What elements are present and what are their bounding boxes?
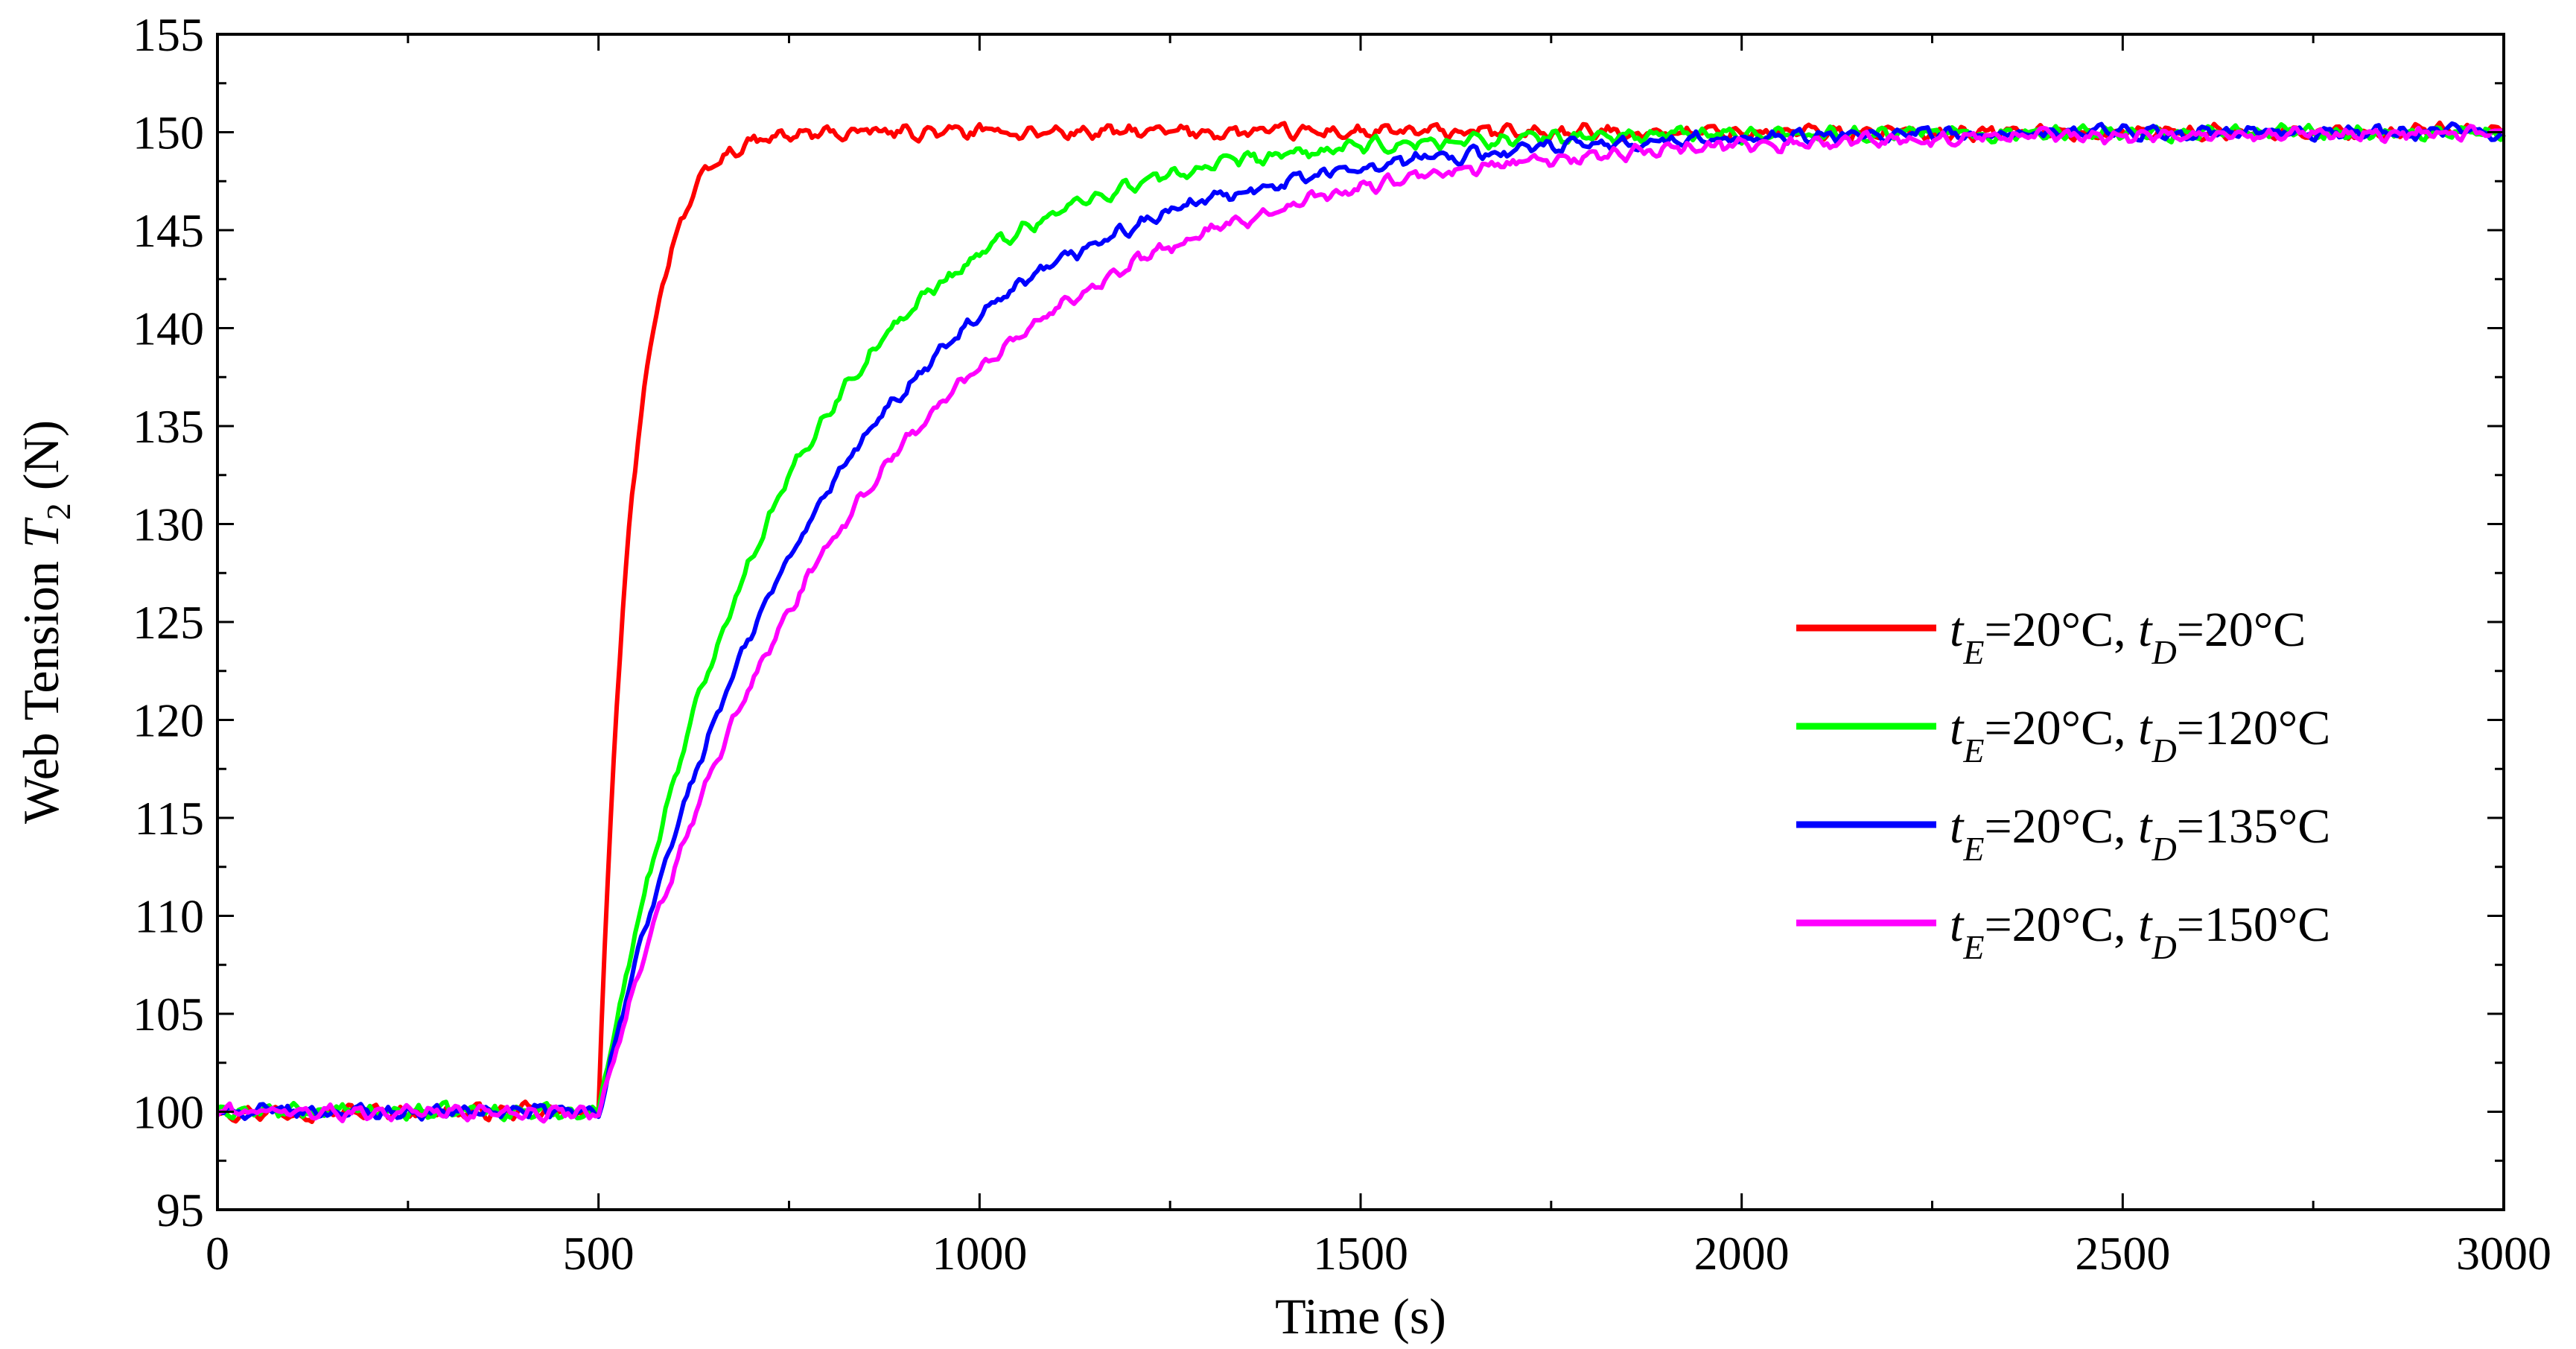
x-axis-title: Time (s) — [1275, 1288, 1446, 1345]
y-tick-label: 100 — [133, 1086, 204, 1139]
y-tick-label: 150 — [133, 107, 204, 159]
series-line-3 — [217, 121, 2505, 1122]
y-tick-label: 95 — [156, 1184, 204, 1237]
tick-labels: 0 500 1000 1500 2000 2500 3000 95 100 105 110 115 12… — [133, 8, 2551, 1280]
y-tick-label: 115 — [134, 792, 204, 845]
x-tick-label: 2500 — [2075, 1227, 2170, 1280]
y-tick-label: 110 — [134, 890, 204, 943]
y-tick-label: 130 — [133, 498, 204, 551]
y-tick-label: 120 — [133, 694, 204, 747]
x-tick-label: 0 — [206, 1227, 229, 1280]
series-line-2 — [215, 122, 2506, 1123]
y-axis-title-unit: (N) — [13, 420, 69, 503]
x-tick-label: 500 — [563, 1227, 635, 1280]
x-tick-label: 3000 — [2456, 1227, 2551, 1280]
y-tick-label: 135 — [133, 400, 204, 453]
x-tick-label: 1000 — [932, 1227, 1027, 1280]
y-axis-title-prefix: Web Tension — [13, 548, 69, 824]
x-tick-label: 1500 — [1313, 1227, 1408, 1280]
legend-label-1: tE=20°C, tD=20°C — [1950, 603, 2306, 671]
x-tick-label: 2000 — [1694, 1227, 1790, 1280]
y-axis-title-variable: T — [13, 517, 69, 548]
legend-label-2: tE=20°C, tD=120°C — [1950, 701, 2330, 769]
y-axis-title-subscript: 2 — [39, 503, 77, 520]
y-axis-title: Web Tension T2 (N) — [13, 420, 77, 824]
y-tick-label: 155 — [133, 8, 204, 61]
legend: tE=20°C, tD=20°C tE=20°C, tD=120°C tE=20°C… — [1796, 603, 2330, 966]
series-line-4 — [215, 124, 2505, 1124]
y-tick-label: 140 — [133, 302, 204, 355]
legend-label-4: tE=20°C, tD=150°C — [1950, 898, 2330, 966]
y-tick-label: 125 — [133, 596, 204, 649]
series-line-1 — [217, 120, 2506, 1124]
y-tick-label: 105 — [133, 988, 204, 1041]
axis-ticks — [216, 33, 2505, 1211]
y-tick-label: 145 — [133, 204, 204, 257]
series-lines — [215, 120, 2506, 1124]
legend-label-3: tE=20°C, tD=135°C — [1950, 799, 2330, 868]
plot-area-frame — [216, 33, 2505, 1211]
